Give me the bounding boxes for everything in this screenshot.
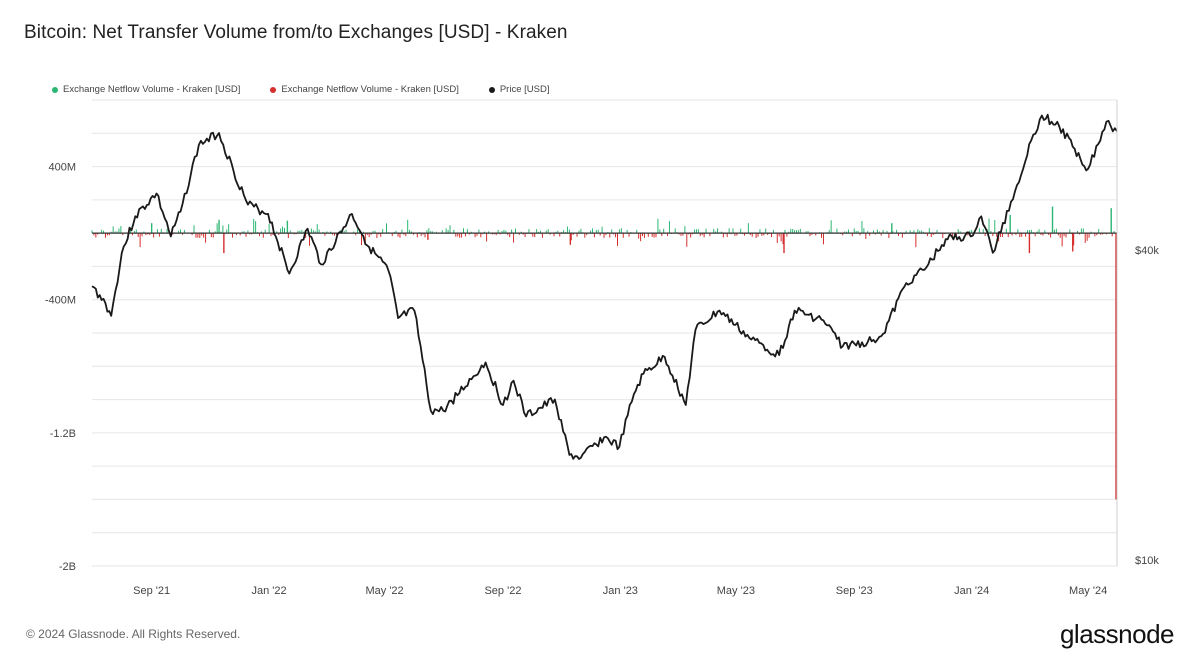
right-tick-label: $40k [1135,245,1159,257]
legend-swatch-price [488,86,495,93]
legend-swatch-outflow [270,86,277,93]
x-axis-ticks: Sep '21 Jan '22 May '22 Sep '22 Jan '23 May '… [133,585,1107,597]
legend-item-price[interactable]: Price [USD] [488,84,550,95]
right-axis-ticks: $40k $10k [1135,245,1159,567]
chart-title: Bitcoin: Net Transfer Volume from/to Exc… [24,22,568,43]
legend-swatch-inflow [52,86,58,93]
left-axis-ticks: 400M -400M -1.2B -2B [45,162,76,573]
legend-item-inflow[interactable]: Exchange Netflow Volume - Kraken [USD] [52,84,240,95]
x-tick-label: Sep '21 [133,585,170,597]
x-tick-label: Jan '23 [603,585,638,597]
glassnode-logo: glassnode [1059,619,1175,649]
chart-legend: Exchange Netflow Volume - Kraken [USD] E… [52,84,549,95]
legend-label-inflow: Exchange Netflow Volume - Kraken [USD] [63,84,241,95]
legend-label-price: Price [USD] [499,84,550,95]
x-tick-label: May '22 [365,585,403,597]
left-tick-label: -400M [45,295,76,307]
grid-lines [92,99,1117,567]
left-tick-label: 400M [48,162,76,174]
x-tick-label: Sep '22 [484,585,521,597]
left-tick-label: -2B [59,561,76,573]
legend-label-outflow: Exchange Netflow Volume - Kraken [USD] [281,84,459,95]
x-tick-label: Sep '23 [836,585,873,597]
price-line [91,113,1118,460]
x-tick-label: Jan '24 [954,585,989,597]
x-tick-label: May '23 [717,585,755,597]
x-tick-label: Jan '22 [252,585,287,597]
right-tick-label: $10k [1135,555,1159,567]
x-tick-label: May '24 [1069,585,1107,597]
legend-item-outflow[interactable]: Exchange Netflow Volume - Kraken [USD] [270,84,459,95]
copyright-footer: © 2024 Glassnode. All Rights Reserved. [26,627,241,641]
left-tick-label: -1.2B [50,428,76,440]
netflow-bars [91,206,1117,500]
